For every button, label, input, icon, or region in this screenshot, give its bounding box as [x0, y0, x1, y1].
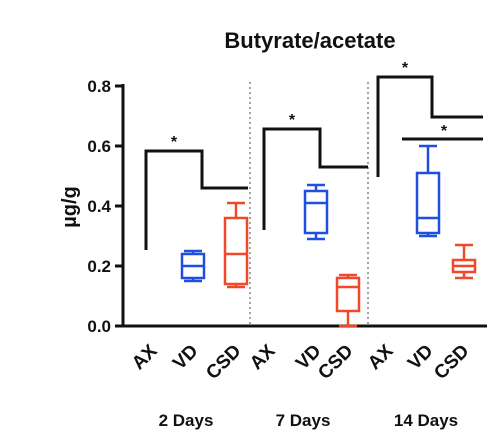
group-0-ax-label: AX [128, 340, 162, 374]
group-0-csd-label: CSD [202, 341, 245, 384]
group-2-bracket-1-star: * [441, 123, 448, 140]
y-tick-label-4: 0.8 [87, 77, 111, 96]
group-2-ax-label: AX [364, 340, 398, 374]
group-1-vd-box [303, 189, 329, 235]
group-label-0: 2 Days [159, 411, 214, 430]
group-1-csd-box [335, 276, 361, 313]
group-0-bracket-0 [144, 149, 248, 250]
y-tick-label-2: 0.4 [87, 197, 111, 216]
group-2-bracket-0 [376, 75, 483, 177]
group-1-bracket-0 [262, 127, 368, 230]
group-2-bracket-0-star: * [402, 60, 409, 77]
group-1-ax-label: AX [246, 340, 280, 374]
y-tick-label-3: 0.6 [87, 137, 111, 156]
group-0-csd-box [223, 216, 249, 286]
group-0-vd-label: VD [169, 341, 203, 375]
group-1-bracket-0-star: * [289, 112, 296, 129]
y-axis-label: µg/g [59, 186, 81, 228]
group-1-csd-label: CSD [314, 341, 357, 384]
group-2-csd-label: CSD [430, 341, 473, 384]
group-label-2: 14 Days [394, 411, 458, 430]
group-label-1: 7 Days [276, 411, 331, 430]
group-0-bracket-0-star: * [171, 134, 178, 151]
y-tick-label-0: 0.0 [87, 317, 111, 336]
y-tick-label-1: 0.2 [87, 257, 111, 276]
chart-title: Butyrate/acetate [224, 28, 395, 53]
group-2-vd-box [415, 171, 441, 235]
